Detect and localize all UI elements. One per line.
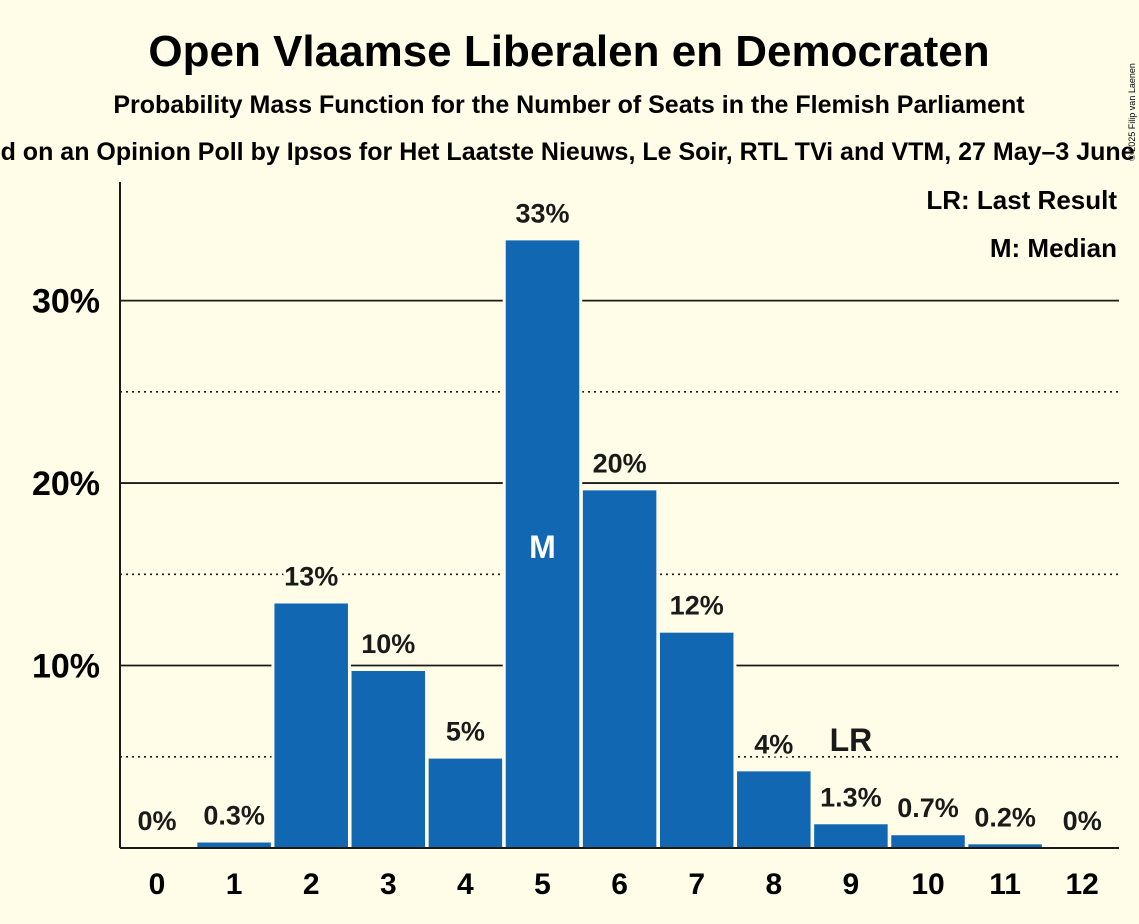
data-label-halo: 10% bbox=[361, 629, 415, 659]
data-label: 20% bbox=[593, 448, 647, 478]
bar-seat-2 bbox=[274, 603, 348, 848]
data-label: 0% bbox=[137, 806, 176, 836]
chart-source: Based on an Opinion Poll by Ipsos for He… bbox=[0, 138, 1139, 166]
data-label: 0.7% bbox=[897, 793, 959, 823]
bar-seat-9 bbox=[814, 824, 888, 848]
x-tick-label: 10 bbox=[911, 868, 944, 901]
y-tick-label: 30% bbox=[32, 283, 100, 321]
bar-seat-4 bbox=[428, 758, 503, 848]
legend-last-result: LR: Last Result bbox=[926, 185, 1117, 215]
data-label-halo: 0.2% bbox=[974, 802, 1036, 832]
data-label: 33% bbox=[515, 198, 569, 228]
legend-median: M: Median bbox=[990, 233, 1117, 263]
bar-seat-5 bbox=[505, 240, 580, 848]
data-label-halo: 13% bbox=[284, 561, 338, 591]
x-tick-label: 1 bbox=[226, 868, 243, 901]
data-label-halo: 20% bbox=[593, 448, 647, 478]
chart-subtitle: Probability Mass Function for the Number… bbox=[113, 91, 1025, 119]
data-label-halo: 12% bbox=[670, 591, 724, 621]
chart-title: Open Vlaamse Liberalen en Democraten bbox=[148, 27, 989, 76]
data-label-halo: 33% bbox=[515, 198, 569, 228]
x-tick-label: 5 bbox=[534, 868, 551, 901]
median-marker: M bbox=[529, 529, 556, 565]
data-label: 10% bbox=[361, 629, 415, 659]
data-label: 0% bbox=[1063, 806, 1102, 836]
y-tick-label: 20% bbox=[32, 465, 100, 503]
x-tick-label: 2 bbox=[303, 868, 320, 901]
x-tick-label: 12 bbox=[1066, 868, 1099, 901]
data-label: 0.2% bbox=[974, 802, 1036, 832]
data-label-halo: 4% bbox=[754, 729, 793, 759]
copyright-notice: © 2025 Filip van Laenen bbox=[1127, 63, 1137, 161]
bar-seat-7 bbox=[659, 632, 734, 848]
data-label-halo: 0% bbox=[1063, 806, 1102, 836]
x-tick-label: 11 bbox=[989, 868, 1021, 901]
bar-seat-11 bbox=[968, 844, 1042, 848]
x-tick-label: 8 bbox=[765, 868, 782, 901]
data-label: 0.3% bbox=[203, 801, 265, 831]
data-label: 5% bbox=[446, 717, 485, 747]
data-label-halo: 1.3% bbox=[820, 782, 882, 812]
data-label: 13% bbox=[284, 561, 338, 591]
axes: 10%20%30%0 1 2 3 4 5 6 7 8 9 10 11 12 bbox=[32, 182, 1119, 901]
x-tick-label: 3 bbox=[380, 868, 397, 901]
data-label-halo: 5% bbox=[446, 717, 485, 747]
bars bbox=[194, 237, 1045, 848]
last-result-marker: LR bbox=[830, 722, 873, 758]
y-tick-label: 10% bbox=[32, 648, 100, 686]
bar-seat-8 bbox=[737, 771, 811, 848]
x-tick-label: 9 bbox=[843, 868, 860, 901]
data-label: 12% bbox=[670, 591, 724, 621]
x-tick-label: 6 bbox=[611, 868, 628, 901]
data-label-halo: 0.3% bbox=[203, 801, 265, 831]
x-tick-label: 7 bbox=[688, 868, 705, 901]
bar-seat-1 bbox=[197, 842, 271, 848]
x-tick-label: 0 bbox=[149, 868, 166, 901]
bar-seat-6 bbox=[582, 490, 657, 848]
data-labels: 0%0% 0.3%0.3%13%13%10%10%5%5%33%33%20%20%… bbox=[134, 195, 1104, 839]
x-tick-label: 4 bbox=[457, 868, 474, 901]
data-label: 4% bbox=[754, 729, 793, 759]
data-label: 1.3% bbox=[820, 782, 882, 812]
data-label-halo: 0.7% bbox=[897, 793, 959, 823]
data-label-halo: 0% bbox=[137, 806, 176, 836]
bar-seat-3 bbox=[351, 671, 426, 848]
bar-seat-10 bbox=[891, 835, 965, 848]
